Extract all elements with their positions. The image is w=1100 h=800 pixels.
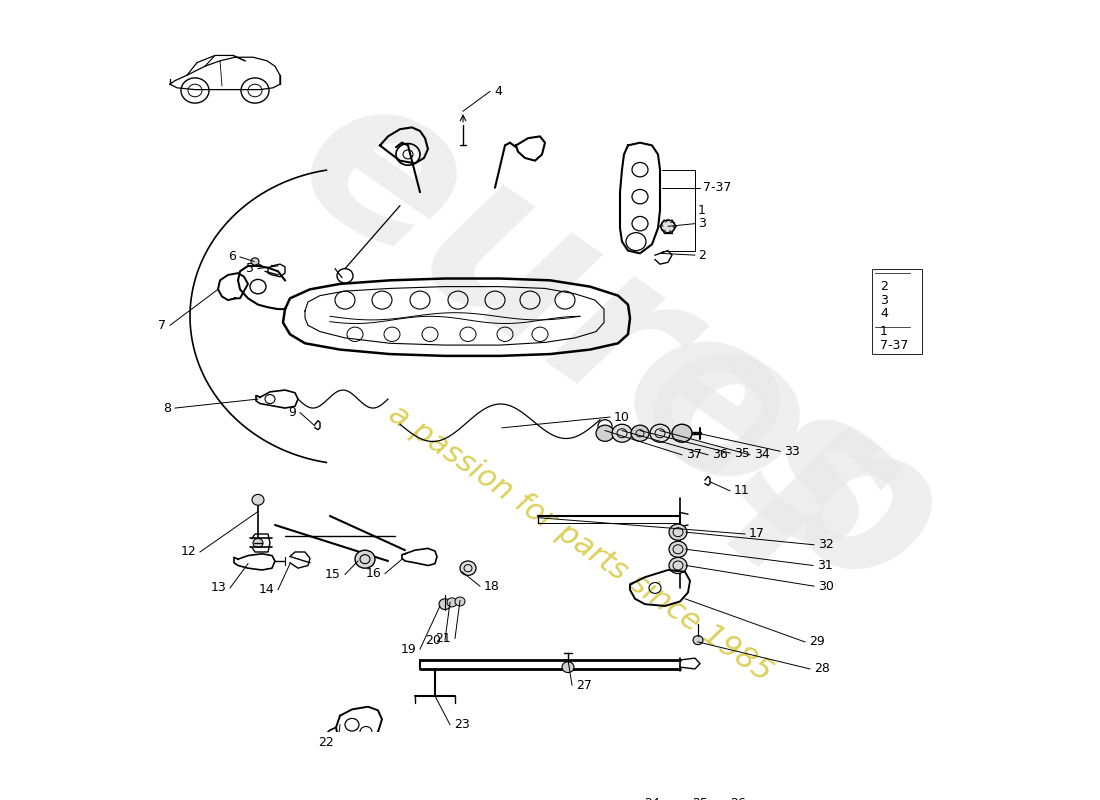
Text: 25: 25 <box>692 798 708 800</box>
Text: 20: 20 <box>425 634 441 646</box>
Text: 5: 5 <box>246 262 254 275</box>
Circle shape <box>650 424 670 442</box>
Circle shape <box>355 550 375 568</box>
Text: 6: 6 <box>228 250 236 263</box>
Text: 7: 7 <box>158 318 166 332</box>
Circle shape <box>596 425 614 442</box>
Text: 1: 1 <box>880 325 888 338</box>
Text: 17: 17 <box>749 527 764 541</box>
Circle shape <box>661 220 675 233</box>
Text: 11: 11 <box>734 484 750 498</box>
Circle shape <box>460 561 476 575</box>
Text: 36: 36 <box>712 448 728 462</box>
Bar <box>872 269 922 354</box>
Circle shape <box>641 782 649 790</box>
Circle shape <box>252 494 264 506</box>
Text: 3: 3 <box>698 217 706 230</box>
Text: 29: 29 <box>808 635 825 649</box>
Text: 1: 1 <box>698 204 706 217</box>
Circle shape <box>672 424 692 442</box>
Text: 22: 22 <box>318 736 334 749</box>
Text: 2: 2 <box>698 249 706 262</box>
Text: es: es <box>583 275 937 613</box>
Text: 18: 18 <box>484 580 499 593</box>
Text: 7-37: 7-37 <box>880 338 909 351</box>
Circle shape <box>641 762 649 770</box>
Circle shape <box>612 424 632 442</box>
Text: 35: 35 <box>734 446 750 459</box>
Text: 14: 14 <box>258 583 274 596</box>
Text: 26: 26 <box>730 798 746 800</box>
Text: 30: 30 <box>818 580 834 593</box>
Text: 21: 21 <box>436 632 451 645</box>
Circle shape <box>562 662 574 673</box>
Text: 10: 10 <box>614 410 630 423</box>
Text: 33: 33 <box>784 445 800 458</box>
Circle shape <box>693 636 703 645</box>
Circle shape <box>251 258 258 265</box>
Text: 23: 23 <box>454 718 470 731</box>
Text: 24: 24 <box>644 798 660 800</box>
Text: 15: 15 <box>326 568 341 581</box>
Text: 37: 37 <box>686 448 702 462</box>
Text: 13: 13 <box>210 582 225 594</box>
Text: 31: 31 <box>817 559 833 572</box>
Circle shape <box>455 597 465 606</box>
Circle shape <box>669 541 688 558</box>
Text: 4: 4 <box>880 307 888 320</box>
Text: 2: 2 <box>880 280 888 293</box>
Circle shape <box>669 524 688 540</box>
Circle shape <box>631 425 649 442</box>
Text: a passion for parts since 1985: a passion for parts since 1985 <box>383 399 777 687</box>
Text: 34: 34 <box>754 448 770 462</box>
Text: 32: 32 <box>818 538 834 551</box>
Text: 19: 19 <box>400 642 416 656</box>
Text: 28: 28 <box>814 662 829 675</box>
Text: 7-37: 7-37 <box>703 181 732 194</box>
Text: 9: 9 <box>288 406 296 419</box>
Text: 12: 12 <box>180 546 196 558</box>
Text: 27: 27 <box>576 678 592 692</box>
Text: 16: 16 <box>365 567 381 580</box>
Circle shape <box>447 598 456 607</box>
Circle shape <box>439 598 451 610</box>
Text: europ: europ <box>260 48 980 642</box>
Circle shape <box>253 538 263 547</box>
Text: 8: 8 <box>163 402 170 414</box>
Text: 4: 4 <box>494 85 502 98</box>
Text: 3: 3 <box>880 294 888 306</box>
Circle shape <box>669 558 688 574</box>
